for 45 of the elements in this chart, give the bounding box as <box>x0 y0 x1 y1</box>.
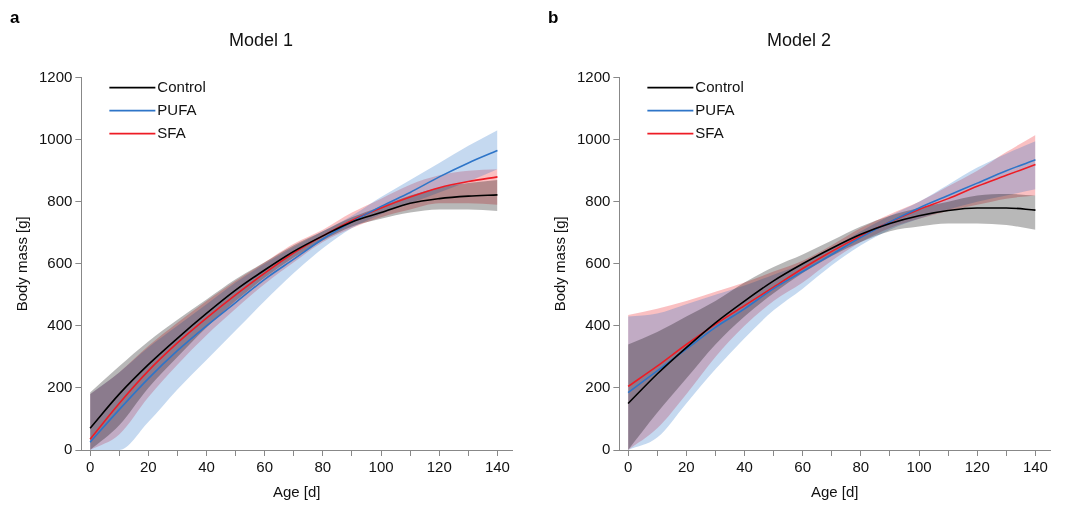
x-tick-label: 40 <box>198 458 215 476</box>
x-tick-label: 140 <box>1022 458 1048 476</box>
legend-label: PUFA <box>695 100 735 118</box>
y-tick-label: 1000 <box>38 129 73 147</box>
y-axis-title: Body mass [g] <box>551 216 569 312</box>
legend-label: Control <box>695 77 744 95</box>
chart-title: Model 1 <box>228 29 294 50</box>
line-series <box>627 207 1037 405</box>
legend-label: SFA <box>157 123 186 141</box>
text: b <box>548 8 559 28</box>
y-tick-label: 800 <box>585 191 611 209</box>
y-tick-label: 200 <box>585 378 611 396</box>
y-axis-title: Body mass [g] <box>13 216 31 312</box>
x-tick-label: 120 <box>964 458 990 476</box>
x-tick-label: 0 <box>85 458 95 476</box>
y-tick-label: 0 <box>64 440 73 458</box>
x-tick-label: 40 <box>736 458 753 476</box>
x-tick-label: 60 <box>256 458 274 476</box>
x-tick-label: 60 <box>794 458 812 476</box>
legend-label: Control <box>157 77 206 95</box>
y-tick-label: 1200 <box>576 67 611 85</box>
x-tick-label: 20 <box>139 458 157 476</box>
x-tick-label: 140 <box>484 458 510 476</box>
y-tick-label: 400 <box>47 316 73 334</box>
x-axis-title: Age [d] <box>810 483 859 501</box>
y-tick-label: 600 <box>585 253 611 271</box>
x-tick-label: 100 <box>906 458 932 476</box>
x-tick-label: 120 <box>426 458 452 476</box>
legend-label: PUFA <box>157 100 197 118</box>
y-tick-label: 200 <box>47 378 73 396</box>
y-tick-label: 600 <box>47 253 73 271</box>
chart-title: Model 2 <box>766 29 832 50</box>
x-tick-label: 0 <box>623 458 633 476</box>
y-tick-label: 1200 <box>38 67 73 85</box>
y-tick-label: 400 <box>585 316 611 334</box>
y-tick-label: 800 <box>47 191 73 209</box>
x-tick-label: 20 <box>677 458 695 476</box>
x-tick-label: 100 <box>368 458 394 476</box>
text: a <box>10 8 20 28</box>
x-tick-label: 80 <box>314 458 332 476</box>
x-axis-title: Age [d] <box>272 483 321 501</box>
legend-label: SFA <box>695 123 724 141</box>
x-tick-label: 80 <box>852 458 870 476</box>
y-tick-label: 1000 <box>576 129 611 147</box>
y-tick-label: 0 <box>602 440 611 458</box>
